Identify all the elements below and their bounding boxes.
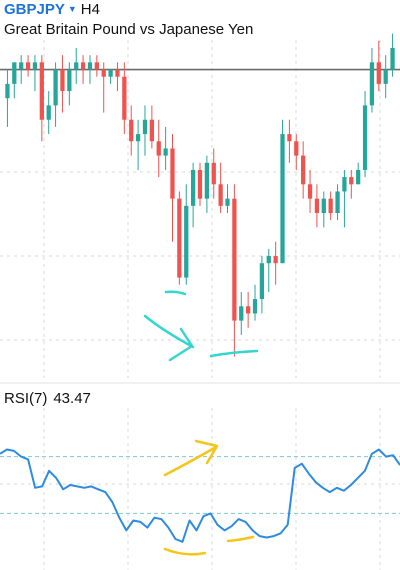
candle-bull: [225, 198, 230, 206]
candle-bear: [197, 169, 203, 199]
candle-bull: [280, 134, 285, 264]
annotation-bottom-curve: [163, 547, 207, 556]
candle-bull: [321, 198, 326, 213]
candle-bull: [46, 105, 51, 120]
rsi-name: RSI(7): [4, 390, 48, 407]
candle-bear: [39, 62, 44, 120]
candle-bull: [252, 299, 258, 314]
candle-bear: [101, 69, 106, 77]
annotation-dash: [164, 290, 187, 296]
symbol-row[interactable]: GBPJPY ▼ H4: [4, 1, 100, 20]
candle-bull: [356, 169, 361, 185]
candle-bull: [135, 134, 141, 142]
candle-bear: [156, 141, 161, 156]
candle-bull: [259, 263, 265, 300]
annotation-arrow-up: [163, 439, 219, 477]
candle-bull: [108, 69, 113, 77]
timeframe-dropdown-icon[interactable]: ▼: [67, 4, 77, 14]
candle-bear: [149, 119, 154, 142]
cyan-annotation-strokes: [143, 290, 259, 362]
candle-bull: [335, 191, 340, 213]
annotation-underline: [209, 349, 259, 358]
rsi-grid-lines: [0, 408, 400, 570]
candle-bull: [12, 62, 17, 84]
candle-bull: [204, 162, 210, 199]
annotation-bottom-dash: [226, 535, 255, 543]
candle-bear: [218, 184, 223, 206]
candle-bull: [190, 169, 196, 206]
rsi-line: [0, 448, 400, 543]
candle-bear: [376, 62, 381, 84]
annotation-arrow: [143, 314, 195, 362]
candle-bear: [314, 198, 320, 213]
candle-bear: [170, 148, 175, 199]
rsi-value: 43.47: [53, 390, 91, 407]
instrument-description: Great Britain Pound vs Japanese Yen: [4, 21, 254, 38]
candle-bear: [211, 162, 216, 185]
candle-bull: [87, 62, 93, 70]
candle-bear: [287, 134, 292, 142]
candle-bear: [294, 141, 299, 156]
candle-bull: [369, 62, 375, 106]
yellow-annotation-strokes: [163, 439, 255, 556]
candle-bull: [163, 148, 168, 156]
candle-bull: [383, 69, 388, 84]
rsi-label: RSI(7) 43.47: [4, 390, 91, 408]
candle-bear: [129, 119, 134, 142]
candle-bull: [74, 62, 79, 70]
timeframe-label[interactable]: H4: [80, 1, 100, 18]
candle-bull: [19, 62, 24, 70]
grid-lines: [0, 40, 400, 378]
candle-bear: [307, 184, 313, 199]
candle-bear: [301, 155, 306, 185]
candle-bear: [25, 62, 31, 70]
candlestick-series: [5, 33, 395, 357]
candle-bull: [184, 205, 189, 278]
candle-bull: [266, 256, 271, 264]
candle-bear: [328, 198, 333, 213]
candle-bear: [115, 69, 120, 77]
candle-bear: [246, 306, 251, 314]
candle-bear: [349, 177, 354, 185]
candle-bear: [80, 62, 86, 70]
candle-bear: [232, 198, 237, 321]
symbol-label[interactable]: GBPJPY: [4, 1, 65, 18]
candle-bull: [32, 62, 38, 70]
candle-bear: [177, 198, 182, 278]
candle-bull: [142, 119, 148, 135]
candle-bull: [5, 83, 10, 99]
candle-bull: [362, 105, 368, 170]
candle-bear: [94, 62, 99, 70]
candle-bull: [342, 177, 347, 192]
candle-bear: [60, 69, 65, 92]
rsi-line-series: [0, 448, 400, 543]
candle-bull: [53, 69, 58, 106]
candle-bull: [390, 48, 395, 70]
candle-bear: [122, 76, 127, 120]
candle-bear: [273, 256, 278, 264]
candle-bull: [239, 306, 244, 321]
chart-header: GBPJPY ▼ H4 Great Britain Pound vs Japanes…: [4, 0, 396, 40]
candle-bull: [67, 69, 72, 92]
